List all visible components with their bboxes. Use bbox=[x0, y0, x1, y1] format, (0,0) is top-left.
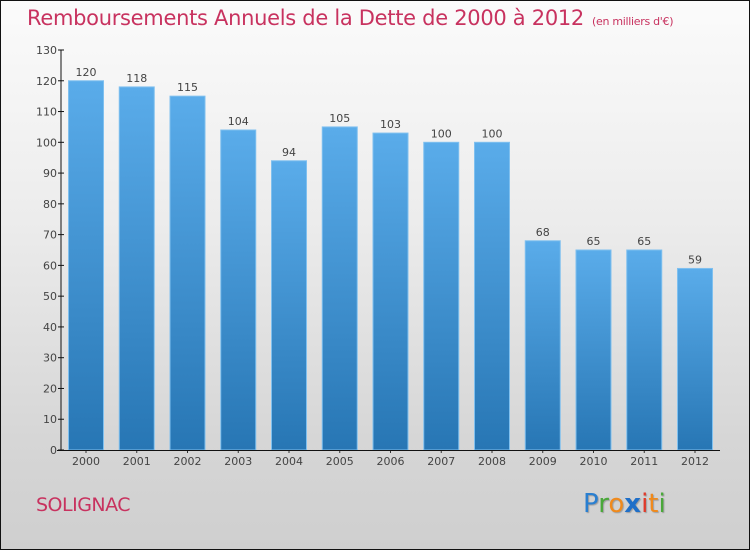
logo-letter: r bbox=[598, 489, 609, 519]
x-tick-label-2004: 2004 bbox=[275, 455, 303, 468]
logo-letter: P bbox=[583, 489, 599, 519]
y-tick-label-40: 40 bbox=[43, 321, 57, 334]
y-tick-label-120: 120 bbox=[36, 75, 57, 88]
data-label-2000: 120 bbox=[76, 66, 97, 79]
logo-letter: o bbox=[608, 489, 625, 519]
x-tick-label-2007: 2007 bbox=[427, 455, 455, 468]
data-label-2004: 94 bbox=[282, 146, 296, 159]
data-label-2007: 100 bbox=[431, 127, 452, 140]
proxiti-logo[interactable]: Proxiti bbox=[583, 489, 666, 519]
data-label-2009: 68 bbox=[536, 226, 550, 239]
data-label-2008: 100 bbox=[482, 127, 503, 140]
x-tick-label-2011: 2011 bbox=[630, 455, 658, 468]
bar-2011 bbox=[626, 249, 663, 451]
y-tick-label-10: 10 bbox=[43, 413, 57, 426]
axes-group: 2000 2001 2002 2003 2004 2005 2006 2007 2008 2009… bbox=[36, 44, 720, 468]
x-tick-label-2005: 2005 bbox=[326, 455, 354, 468]
y-tick-label-70: 70 bbox=[43, 229, 57, 242]
logo-letter: i bbox=[641, 489, 649, 519]
bar-2002 bbox=[169, 95, 206, 451]
x-tick-label-2012: 2012 bbox=[681, 455, 709, 468]
y-tick-label-130: 130 bbox=[36, 44, 57, 57]
logo-letter: t bbox=[648, 489, 659, 519]
data-label-2001: 118 bbox=[126, 72, 147, 85]
y-tick-label-80: 80 bbox=[43, 198, 57, 211]
y-tick-label-30: 30 bbox=[43, 352, 57, 365]
x-tick-label-2010: 2010 bbox=[580, 455, 608, 468]
data-label-2002: 115 bbox=[177, 81, 198, 94]
y-tick-label-110: 110 bbox=[36, 106, 57, 119]
x-tick-label-2003: 2003 bbox=[224, 455, 252, 468]
x-tick-label-2002: 2002 bbox=[174, 455, 202, 468]
x-tick-label-2009: 2009 bbox=[529, 455, 557, 468]
bar-2007 bbox=[423, 141, 460, 451]
data-label-2012: 59 bbox=[688, 253, 702, 266]
x-tick-label-2000: 2000 bbox=[72, 455, 100, 468]
x-tick-label-2006: 2006 bbox=[377, 455, 405, 468]
data-label-2011: 65 bbox=[637, 235, 651, 248]
data-label-2010: 65 bbox=[587, 235, 601, 248]
bar-2008 bbox=[474, 141, 510, 451]
bar-2009 bbox=[524, 240, 561, 451]
bar-2005 bbox=[321, 126, 358, 451]
x-tick-label-2008: 2008 bbox=[478, 455, 506, 468]
bar-2000 bbox=[68, 80, 104, 451]
y-tick-label-20: 20 bbox=[43, 382, 57, 395]
y-tick-label-0: 0 bbox=[50, 444, 57, 457]
bar-2012 bbox=[677, 267, 713, 451]
bar-2001 bbox=[118, 86, 155, 451]
data-label-2006: 103 bbox=[380, 118, 401, 131]
data-label-2005: 105 bbox=[329, 112, 350, 125]
bars-group: 120 118 115 104 94 105 103 100 100 68 65 65 59 bbox=[68, 66, 713, 451]
bar-2010 bbox=[575, 249, 612, 451]
bar-2003 bbox=[220, 129, 257, 451]
bar-2006 bbox=[372, 132, 409, 451]
y-tick-label-50: 50 bbox=[43, 290, 57, 303]
x-tick-label-2001: 2001 bbox=[123, 455, 151, 468]
y-tick-label-100: 100 bbox=[36, 136, 57, 149]
logo-letter: x bbox=[624, 489, 642, 519]
data-label-2003: 104 bbox=[228, 115, 249, 128]
bar-2004 bbox=[271, 160, 307, 451]
chart-title: Remboursements Annuels de la Dette de 20… bbox=[27, 6, 673, 30]
title-text: Remboursements Annuels de la Dette de 20… bbox=[27, 6, 584, 30]
title-unit: (en milliers d'€) bbox=[592, 15, 674, 28]
y-tick-label-60: 60 bbox=[43, 259, 57, 272]
logo-letter: i bbox=[658, 489, 666, 519]
city-name: SOLIGNAC bbox=[36, 494, 131, 516]
y-tick-label-90: 90 bbox=[43, 167, 57, 180]
